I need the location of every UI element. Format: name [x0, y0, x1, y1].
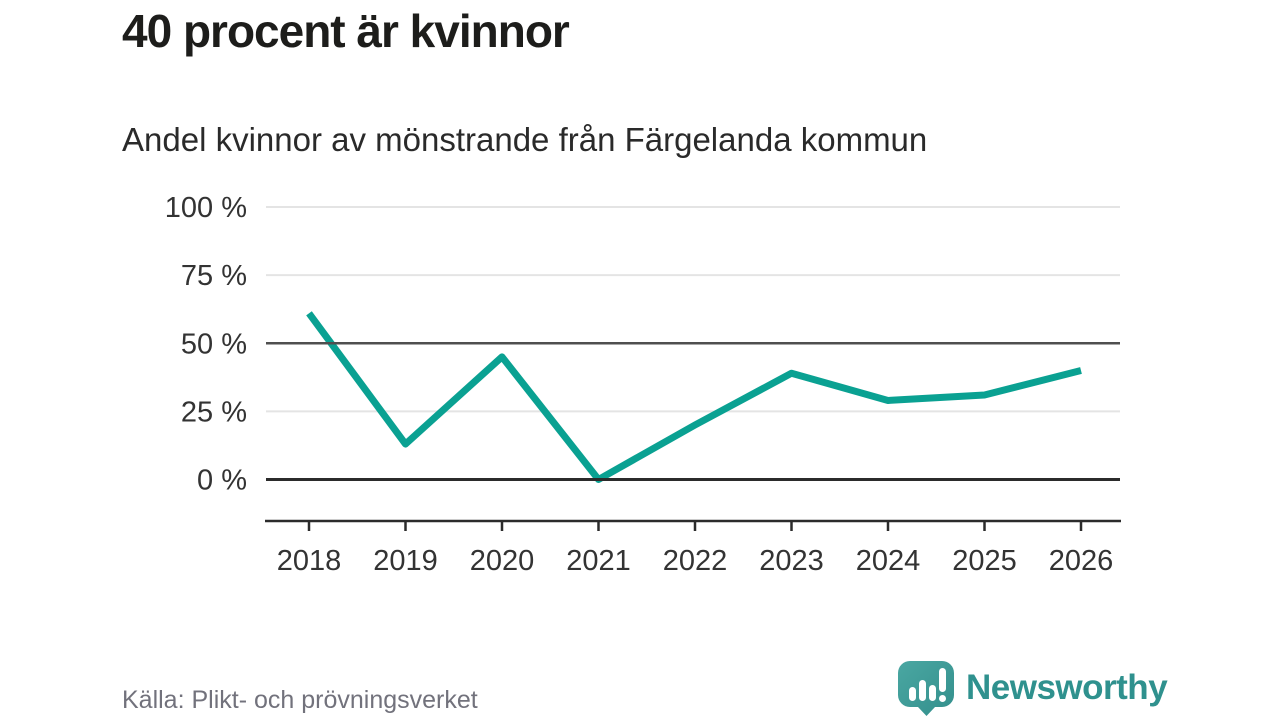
x-tick-label: 2025 [952, 545, 1017, 577]
x-tick-label: 2020 [470, 545, 535, 577]
x-tick-label: 2022 [663, 545, 728, 577]
chart-title: 40 procent är kvinnor [122, 5, 570, 57]
x-tick-label: 2019 [373, 545, 438, 577]
x-tick-label: 2021 [566, 545, 631, 577]
x-tick-label: 2026 [1049, 545, 1114, 577]
logo-exclamation-dot [939, 695, 946, 702]
newsworthy-logo-icon [898, 661, 954, 716]
x-tick-label: 2024 [856, 545, 921, 577]
y-tick-label: 75 % [181, 260, 247, 292]
y-tick-label: 100 % [165, 192, 247, 224]
logo-bar-1 [909, 687, 916, 701]
logo-bar-3 [929, 685, 936, 701]
chart-subtitle: Andel kvinnor av mönstrande från Färgela… [122, 121, 928, 158]
x-tick-label: 2018 [277, 545, 342, 577]
y-tick-label: 50 % [181, 328, 247, 360]
data-line [306, 311, 1082, 483]
y-tick-label: 0 % [197, 465, 247, 497]
source-note: Källa: Plikt- och prövningsverket [122, 686, 478, 714]
brand-name: Newsworthy [966, 668, 1168, 707]
newsworthy-logo: Newsworthy [897, 660, 1168, 716]
logo-exclamation-bar [939, 668, 946, 692]
x-tick-label: 2023 [759, 545, 824, 577]
logo-bar-2 [919, 680, 926, 701]
y-tick-label: 25 % [181, 396, 247, 428]
